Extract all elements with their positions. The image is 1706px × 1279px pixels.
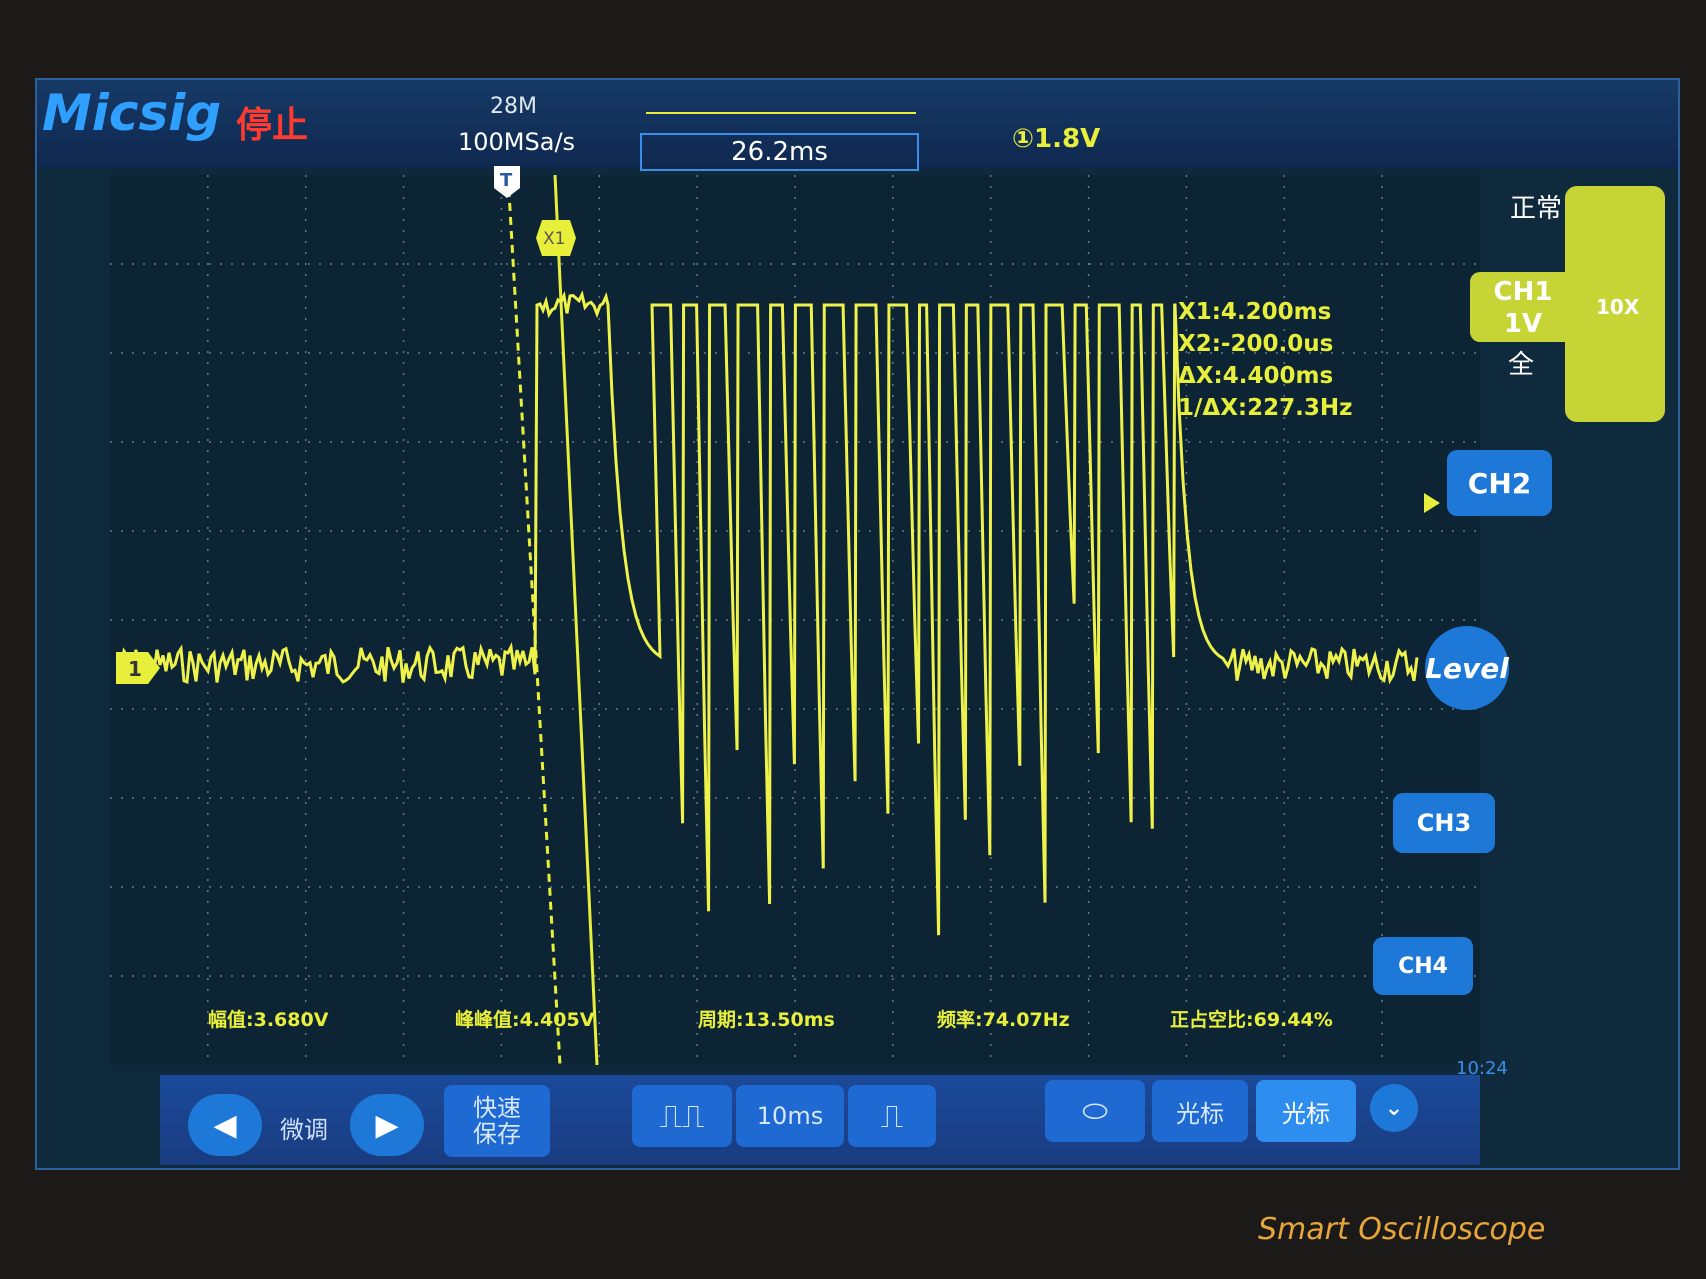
trigger-marker: [494, 166, 520, 198]
clock: 10:24: [1456, 1058, 1508, 1079]
measurement: 幅值:3.680V: [208, 1009, 329, 1031]
vertical-cursor-button[interactable]: 光标: [1256, 1080, 1356, 1142]
measurement: 频率:74.07Hz: [937, 1009, 1070, 1031]
ch1-button[interactable]: CH1 1V: [1470, 272, 1576, 342]
cursor-marker: [536, 220, 576, 256]
prev-button[interactable]: ◀: [188, 1094, 262, 1156]
capture-button[interactable]: ⬭: [1045, 1080, 1145, 1142]
measurement: 正占空比:69.44%: [1170, 1009, 1333, 1031]
cursor-x2: X2:-200.0us: [1178, 331, 1334, 357]
channel-marker: [116, 652, 160, 684]
timeline: [646, 112, 916, 114]
timebase[interactable]: 10ms: [736, 1085, 844, 1147]
cursor-label: X1: [543, 229, 565, 249]
measurement: 周期:13.50ms: [698, 1009, 835, 1031]
quick-save-line: 保存: [473, 1120, 521, 1148]
top-bar: [37, 80, 1678, 168]
ch1-scale: 1V: [1503, 309, 1543, 339]
more-button[interactable]: ⌄: [1370, 1084, 1418, 1132]
trigger-edge-panel[interactable]: [1565, 186, 1665, 422]
ch4-button[interactable]: CH4: [1373, 937, 1473, 995]
sample-rate: 100MSa/s: [458, 128, 576, 156]
run-status[interactable]: 停止: [236, 105, 309, 146]
device-label: Smart Oscilloscope: [1258, 1212, 1546, 1247]
cursor-delta: ΔX:4.400ms: [1178, 363, 1334, 389]
fine-tune[interactable]: 微调: [280, 1116, 328, 1144]
ch1-label: CH1: [1493, 277, 1553, 307]
ch2-button[interactable]: CH2: [1447, 450, 1552, 516]
level-knob[interactable]: Level: [1425, 626, 1509, 710]
brand: Micsig: [42, 84, 222, 142]
quick-save-button[interactable]: 快速 保存: [444, 1085, 550, 1157]
memory-depth: 28M: [490, 94, 537, 119]
trigger-cursor: [506, 174, 562, 1066]
trigger-label: T: [500, 170, 513, 191]
trigger-level: ①1.8V: [1012, 124, 1100, 154]
ch2-arrow: [1424, 493, 1440, 513]
trigger-level-text: ①1.8V: [1012, 124, 1101, 154]
cursor-readout: X1:4.200ms X2:-200.0us ΔX:4.400ms 1/ΔX:2…: [1178, 296, 1353, 424]
cursor-frequency: 1/ΔX:227.3Hz: [1178, 395, 1353, 421]
horizontal-cursor-button[interactable]: 光标: [1152, 1080, 1248, 1142]
timebase-narrow[interactable]: ⎍⎍: [632, 1085, 732, 1147]
trigger-mode[interactable]: 正常: [1510, 194, 1563, 224]
waveform: [115, 290, 1419, 936]
x1-cursor: [553, 174, 599, 1066]
probe-ratio[interactable]: 10X: [1596, 295, 1640, 319]
bandwidth[interactable]: 全: [1508, 350, 1535, 380]
channel-number: 1: [128, 657, 142, 681]
next-button[interactable]: ▶: [350, 1094, 424, 1156]
time-position[interactable]: 26.2ms: [640, 133, 919, 171]
timebase-wide[interactable]: ⎍: [848, 1085, 936, 1147]
quick-save-line: 快速: [473, 1094, 521, 1122]
measurement: 峰峰值:4.405V: [455, 1009, 595, 1031]
cursor-x1: X1:4.200ms: [1178, 299, 1332, 325]
ch3-button[interactable]: CH3: [1393, 793, 1495, 853]
